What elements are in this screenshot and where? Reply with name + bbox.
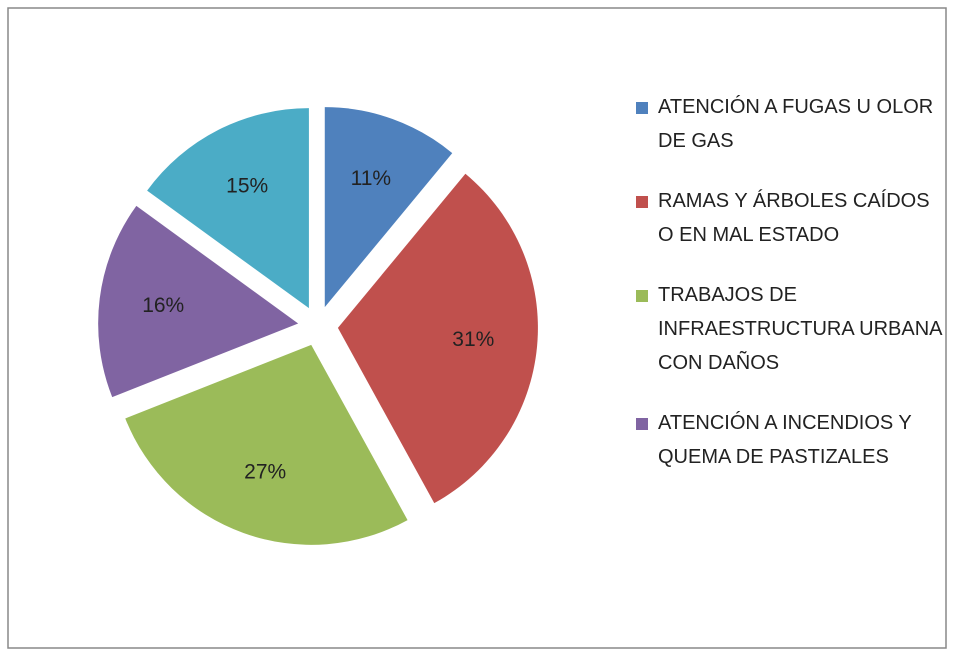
pie-slice (324, 107, 453, 308)
legend-swatch (636, 102, 648, 114)
legend-label: ATENCIÓN A FUGAS U OLOR DE GAS (658, 96, 934, 152)
data-label: 16% (142, 294, 184, 317)
data-label: 11% (351, 167, 391, 190)
pie-slice (147, 108, 309, 309)
legend-swatch (636, 290, 648, 302)
data-label: 31% (452, 328, 494, 351)
legend-entry: RAMAS Y ÁRBOLES CAÍDOS O EN MAL ESTADO (636, 184, 948, 252)
data-label: 15% (226, 175, 268, 198)
legend-swatch (636, 196, 648, 208)
legend-label: RAMAS Y ÁRBOLES CAÍDOS O EN MAL ESTADO (658, 190, 930, 246)
legend-entry: ATENCIÓN A FUGAS U OLOR DE GAS (636, 90, 948, 158)
data-label: 27% (244, 460, 286, 483)
legend-swatch (636, 418, 648, 430)
frame (7, 7, 947, 649)
legend-label: ATENCIÓN A INCENDIOS Y QUEMA DE PASTIZAL… (658, 412, 912, 468)
pie-slice (98, 205, 299, 398)
pie-slice (337, 173, 538, 504)
legend-label: TRABAJOS DE INFRAESTRUCTURA URBANA CON D… (658, 284, 942, 374)
legend-entry: TRABAJOS DE INFRAESTRUCTURA URBANA CON D… (636, 278, 948, 380)
legend: ATENCIÓN A FUGAS U OLOR DE GAS RAMAS Y ÁR… (636, 90, 948, 500)
legend-entry: ATENCIÓN A INCENDIOS Y QUEMA DE PASTIZAL… (636, 406, 948, 474)
pie-slice (125, 344, 408, 545)
